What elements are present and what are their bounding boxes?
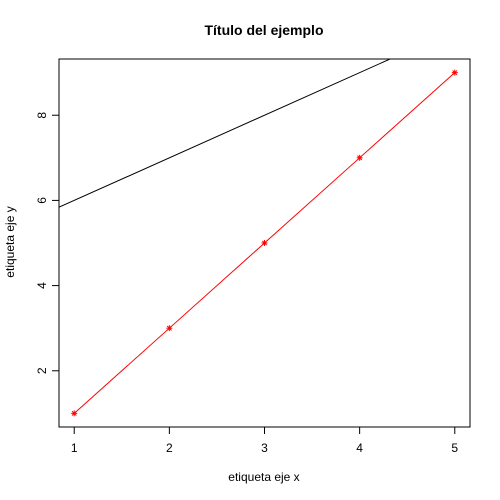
data-point-0-0: [71, 410, 77, 416]
y-tick-label-2: 6: [35, 197, 49, 204]
x-tick-label-4: 5: [451, 441, 458, 455]
y-tick-label-0: 2: [35, 367, 49, 374]
data-point-0-4: [452, 70, 458, 76]
data-point-0-2: [262, 240, 268, 246]
x-axis-label: etiqueta eje x: [228, 470, 299, 484]
y-tick-label-1: 4: [35, 282, 49, 289]
data-point-0-1: [166, 325, 172, 331]
x-tick-label-3: 4: [356, 441, 363, 455]
reference-line-0: [59, 23, 470, 207]
y-tick-label-3: 8: [35, 112, 49, 119]
y-axis-label: etiqueta eje y: [3, 206, 17, 277]
x-tick-label-2: 3: [261, 441, 268, 455]
x-tick-label-1: 2: [166, 441, 173, 455]
chart-title: Título del ejemplo: [204, 22, 323, 38]
x-tick-label-0: 1: [71, 441, 78, 455]
data-point-0-3: [357, 155, 363, 161]
